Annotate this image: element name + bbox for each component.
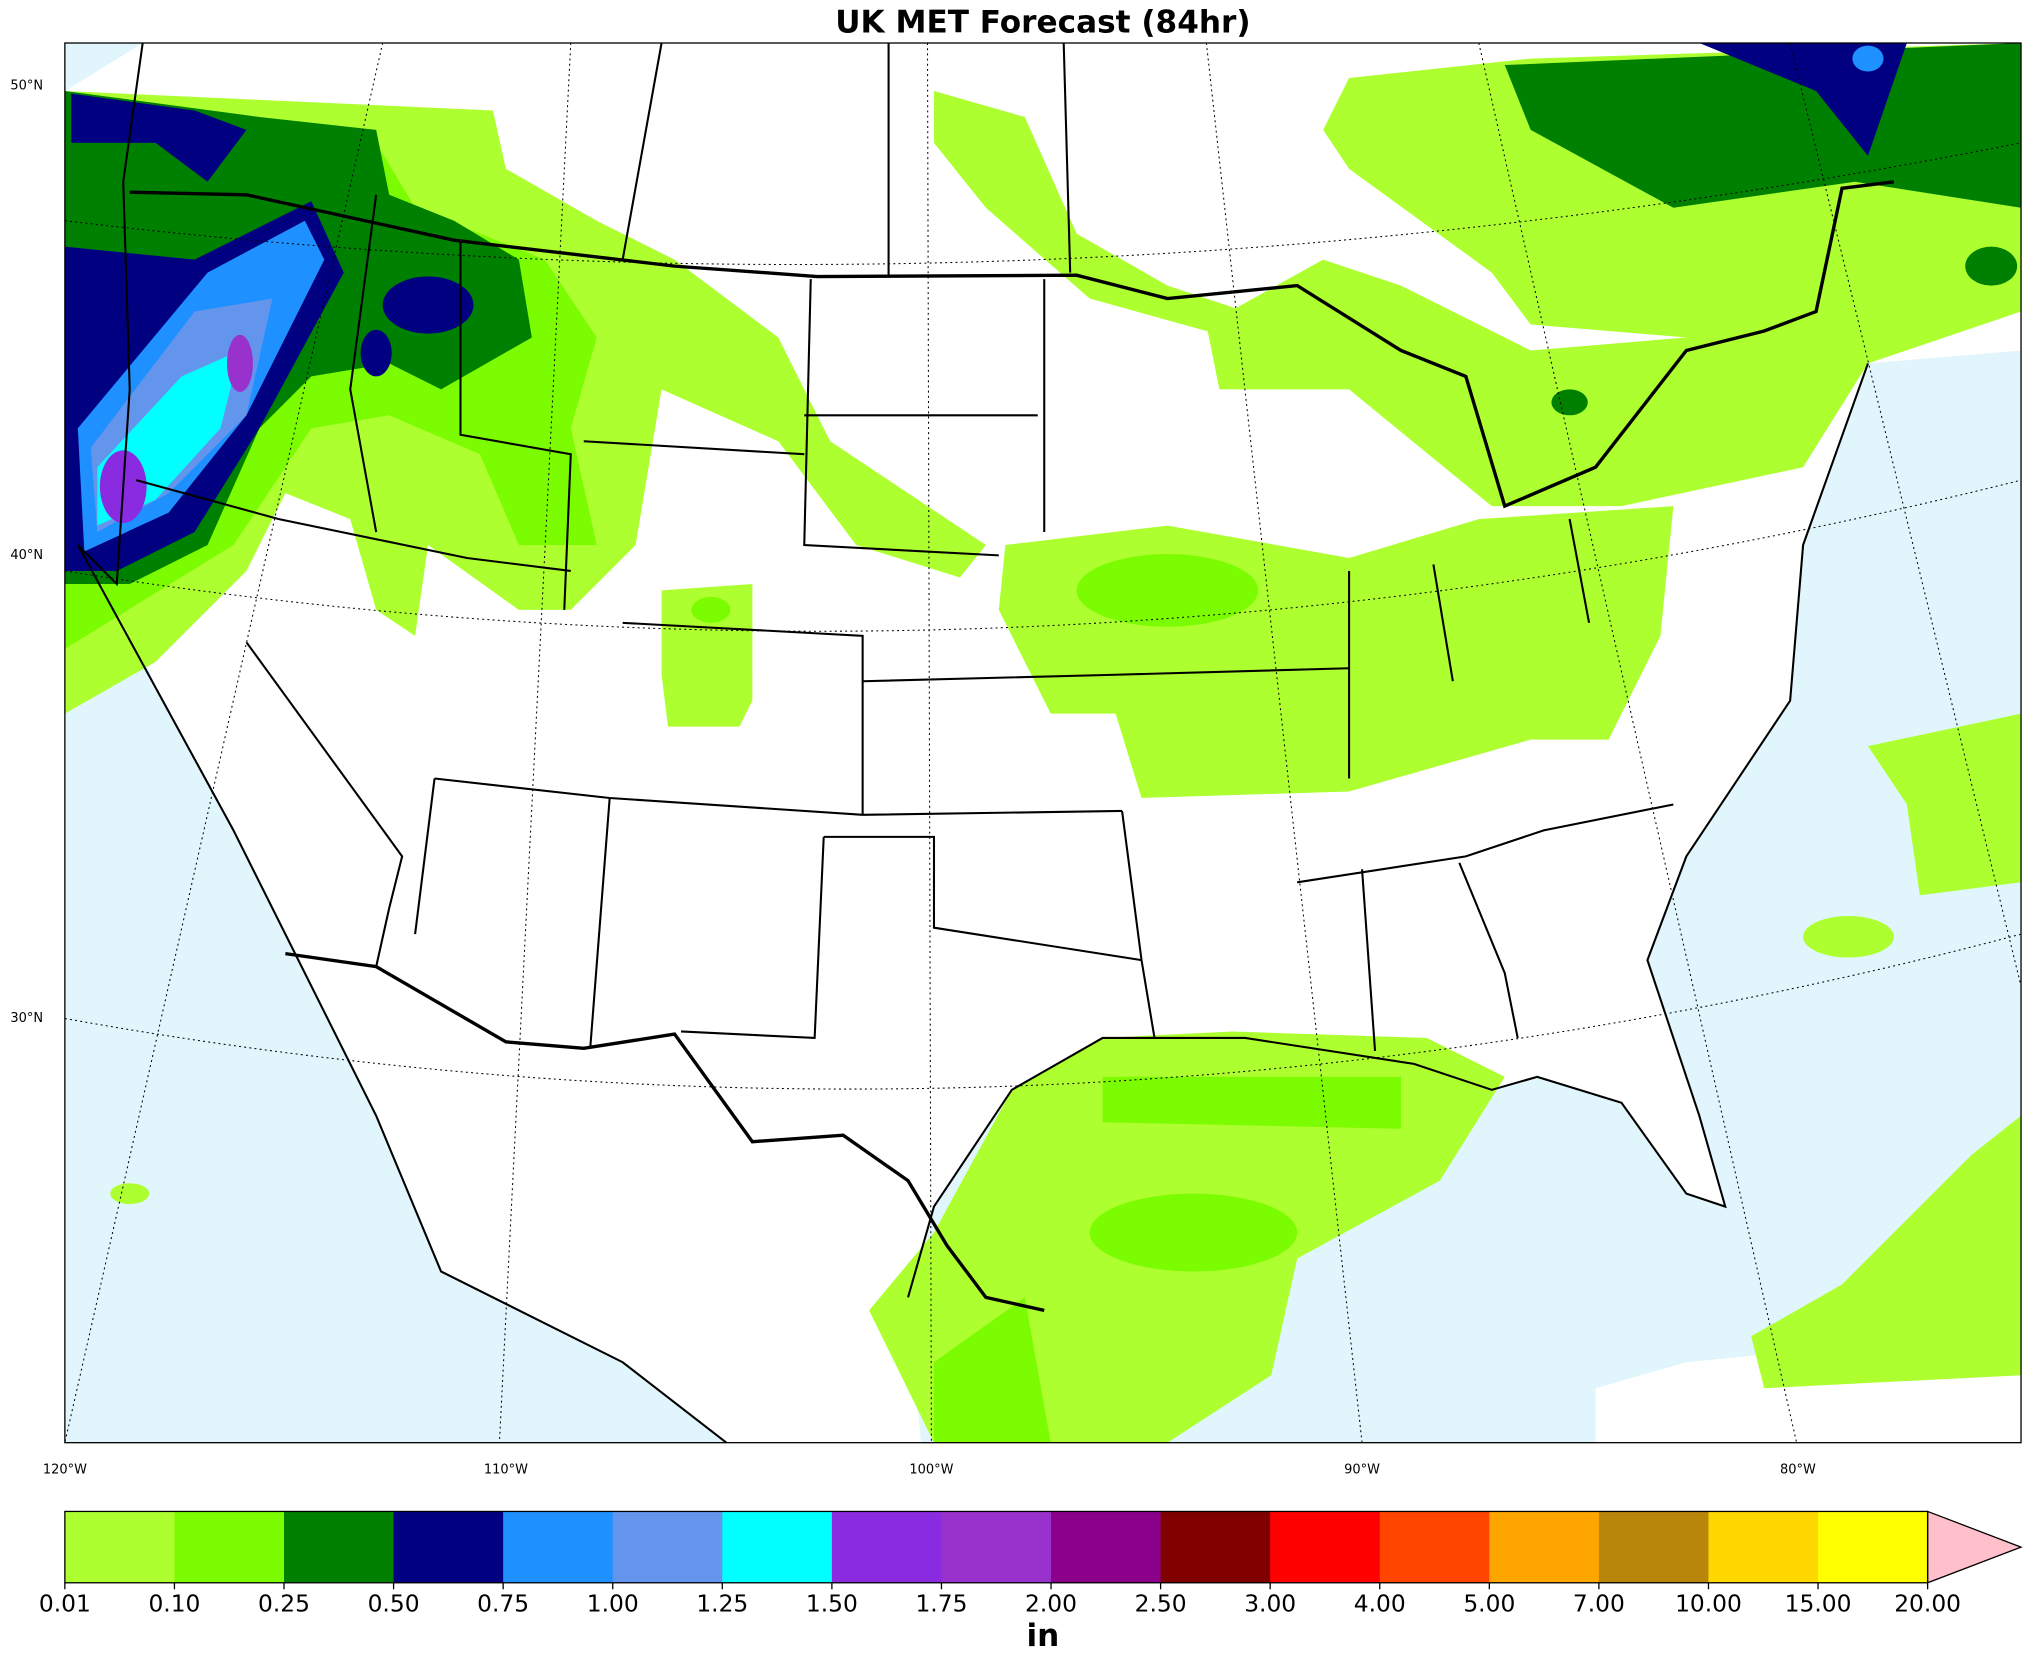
- colorbar-tick-label: 10.00: [1675, 1589, 1742, 1617]
- colorbar-extend: [1926, 1510, 2023, 1584]
- colorbar-tick-label: 0.50: [368, 1589, 420, 1617]
- colorbar-swatch: [1708, 1511, 1819, 1583]
- colorbar-tick-label: 2.00: [1025, 1589, 1077, 1617]
- colorbar-tick-label: 0.25: [258, 1589, 310, 1617]
- colorbar-tick-label: 4.00: [1354, 1589, 1406, 1617]
- lat-label: 30°N: [10, 1011, 43, 1026]
- colorbar-swatch: [612, 1511, 723, 1583]
- colorbar-swatch: [1379, 1511, 1490, 1583]
- colorbar-tick-label: 0.01: [39, 1589, 91, 1617]
- colorbar-swatch: [722, 1511, 833, 1583]
- colorbar-tick-label: 2.50: [1135, 1589, 1187, 1617]
- colorbar-tick-label: 1.75: [915, 1589, 967, 1617]
- colorbar-tick-label: 7.00: [1573, 1589, 1625, 1617]
- colorbar-swatch: [1160, 1511, 1271, 1583]
- colorbar-tick-label: 5.00: [1463, 1589, 1515, 1617]
- lat-labels: 50°N 40°N 30°N: [10, 78, 43, 1026]
- colorbar-swatch: [941, 1511, 1052, 1583]
- colorbar-swatch: [393, 1511, 504, 1583]
- colorbar-tick-label: 1.00: [587, 1589, 639, 1617]
- lon-label: 100°W: [909, 1462, 953, 1477]
- lon-label: 80°W: [1780, 1462, 1816, 1477]
- colorbar-swatch: [64, 1511, 176, 1583]
- colorbar-tick-label: 1.50: [806, 1589, 858, 1617]
- colorbar-swatch: [503, 1511, 614, 1583]
- colorbar-unit: in: [1027, 1618, 1060, 1654]
- colorbar-swatch: [174, 1511, 285, 1583]
- lon-label: 110°W: [484, 1462, 528, 1477]
- lon-label: 90°W: [1344, 1462, 1380, 1477]
- colorbar-swatch: [284, 1511, 395, 1583]
- colorbar-swatch: [1598, 1511, 1710, 1583]
- colorbar-tick-label: 20.00: [1894, 1589, 1961, 1617]
- colorbar-tick-label: 3.00: [1244, 1589, 1296, 1617]
- colorbar-tick-label: 0.75: [477, 1589, 529, 1617]
- map: [64, 42, 2022, 1444]
- colorbar-swatch: [1051, 1511, 1162, 1583]
- colorbar-tick-label: 0.10: [148, 1589, 200, 1617]
- colorbar-tick-label: 15.00: [1785, 1589, 1852, 1617]
- colorbar-swatch: [1818, 1511, 1929, 1583]
- colorbar-swatch: [831, 1511, 943, 1583]
- colorbar-swatch: [1489, 1511, 1600, 1583]
- colorbar-swatch: [1270, 1511, 1381, 1583]
- lat-label: 50°N: [10, 78, 43, 93]
- map-title: UK MET Forecast (84hr): [835, 5, 1250, 41]
- lon-labels: 120°W 110°W 100°W 90°W 80°W: [43, 1462, 1816, 1477]
- lat-label: 40°N: [10, 548, 43, 563]
- colorbar: 0.01 0.10 0.25 0.50 0.75 1.00 1.25 1.50 1.75 2.00…: [39, 1510, 2023, 1617]
- colorbar-frame: [64, 1510, 1929, 1584]
- lon-label: 120°W: [43, 1462, 87, 1477]
- colorbar-tick-label: 1.25: [696, 1589, 748, 1617]
